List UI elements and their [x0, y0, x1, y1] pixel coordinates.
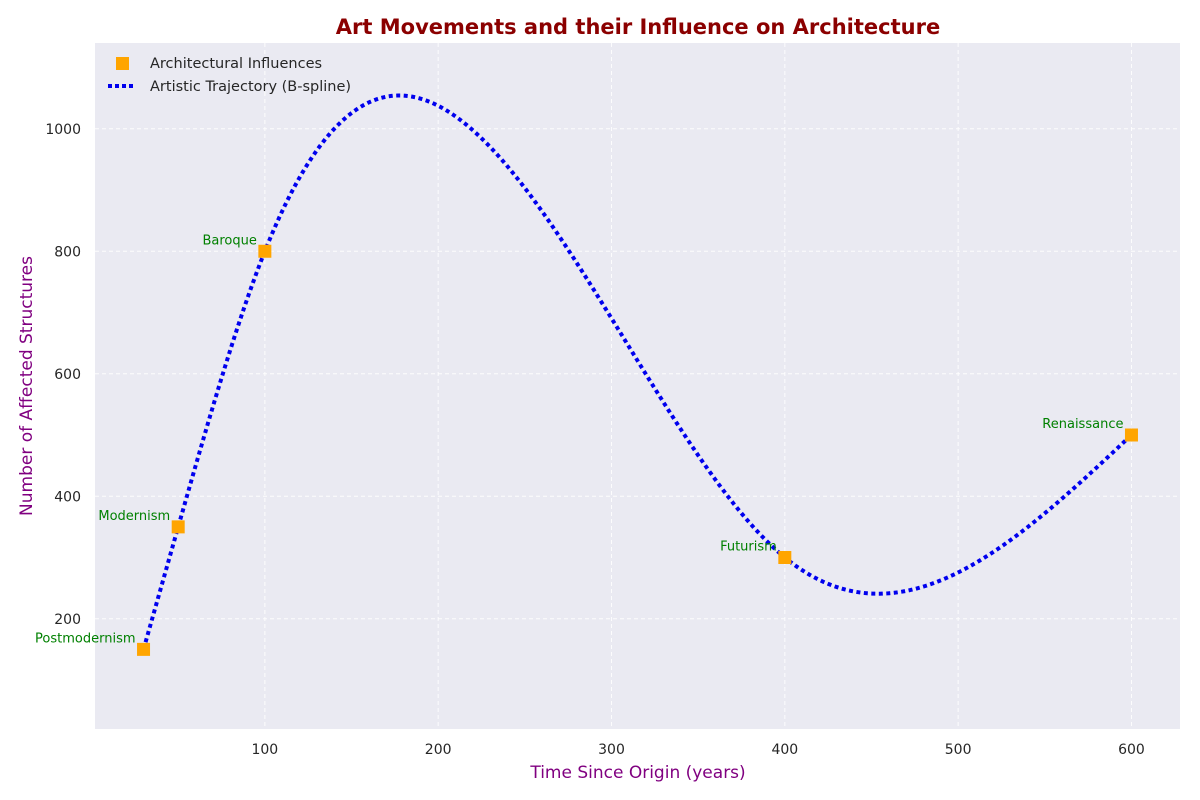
point-postmodernism — [137, 642, 151, 656]
y-tick-label: 1000 — [45, 122, 81, 138]
annotation-modernism: Modernism — [98, 509, 170, 524]
plot-area — [95, 43, 1180, 729]
annotation-futurism: Futurism — [720, 540, 777, 555]
y-axis-ticks: 200 400 600 800 1000 — [45, 122, 81, 628]
legend-label-scatter: Architectural Influences — [150, 56, 322, 72]
x-tick-label: 300 — [598, 742, 625, 758]
y-axis-label: Number of Affected Structures — [17, 256, 37, 516]
legend-label-line: Artistic Trajectory (B-spline) — [150, 79, 351, 95]
point-baroque — [258, 244, 272, 258]
y-tick-label: 400 — [54, 489, 81, 505]
x-tick-label: 100 — [251, 742, 278, 758]
x-tick-label: 400 — [771, 742, 798, 758]
y-tick-label: 800 — [54, 244, 81, 260]
annotation-renaissance: Renaissance — [1042, 417, 1123, 432]
point-renaissance — [1124, 428, 1138, 442]
x-tick-label: 600 — [1118, 742, 1145, 758]
annotation-postmodernism: Postmodernism — [35, 631, 135, 646]
legend: Architectural Influences Artistic Trajec… — [108, 56, 351, 95]
x-tick-label: 200 — [425, 742, 452, 758]
point-futurism — [778, 551, 792, 564]
x-tick-label: 500 — [945, 742, 972, 758]
grid — [95, 43, 1180, 729]
x-axis-ticks: 100 200 300 400 500 600 — [251, 742, 1144, 758]
y-tick-label: 200 — [54, 612, 81, 628]
scatter-points — [137, 244, 1138, 656]
chart-title: Art Movements and their Influence on Arc… — [336, 15, 940, 39]
point-annotations: Postmodernism Modernism Baroque Futurism Ren… — [35, 233, 1123, 646]
point-modernism — [171, 520, 185, 534]
legend-marker-square — [116, 57, 129, 70]
y-tick-label: 600 — [54, 367, 81, 383]
series-line-trajectory — [141, 93, 1133, 650]
x-axis-label: Time Since Origin (years) — [529, 763, 745, 783]
bspline-curve — [141, 93, 1133, 650]
annotation-baroque: Baroque — [202, 233, 256, 248]
